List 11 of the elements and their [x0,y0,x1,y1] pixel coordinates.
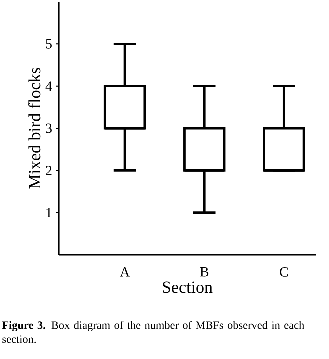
x-axis-title: Section [163,282,213,294]
x-tick-label: A [120,268,130,277]
y-tick-label: 2 [46,166,52,176]
text: Figure 3. Box diagram of the number of MBFs observed in each section. [2,321,305,344]
x-tick-label: B [200,268,209,277]
y-axis-title: Mixed bird flocks [28,68,41,189]
y-tick-label: 4 [46,82,52,91]
y-tick-label: 5 [46,40,52,49]
y-tick-label: 3 [46,124,52,134]
y-tick-label: 1 [46,208,52,218]
x-tick-label: C [280,268,288,277]
